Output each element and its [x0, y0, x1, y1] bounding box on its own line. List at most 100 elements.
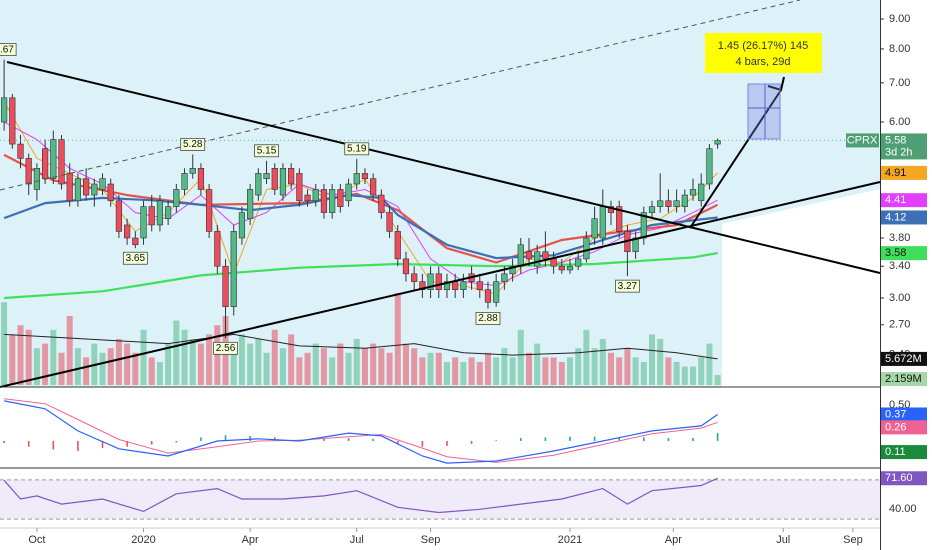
y-tick-label: 9.00	[889, 13, 910, 25]
volume-bar	[17, 325, 24, 385]
volume-bar	[312, 343, 319, 385]
candle-body	[50, 139, 57, 179]
volume-bar	[140, 329, 147, 385]
volume-bar	[394, 293, 401, 385]
candle-body	[312, 189, 319, 202]
volume-bar	[525, 352, 532, 385]
macd-histogram-bar	[77, 440, 79, 451]
macd-histogram-bar	[249, 435, 251, 441]
volume-bar	[632, 357, 639, 385]
macd-histogram-bar	[470, 440, 473, 444]
rsi-line	[3, 477, 718, 514]
volume-bar	[9, 334, 16, 385]
candle-body	[476, 281, 483, 290]
volume-bar	[132, 352, 139, 385]
volume-bar	[476, 362, 483, 385]
volume-average-tag-bg	[881, 351, 927, 366]
volume-bar	[42, 343, 49, 385]
volume-bar	[337, 343, 344, 385]
candle-body	[238, 212, 246, 239]
volume-tag: 2.159M	[885, 373, 922, 385]
volume-bar	[353, 339, 360, 385]
volume-bar	[681, 366, 688, 385]
candle-body	[378, 194, 385, 213]
volume-bar	[271, 329, 278, 385]
volume-bar	[517, 329, 524, 385]
ma-tag-bg	[881, 246, 927, 261]
volume-bar	[616, 357, 623, 385]
price-label-bg	[254, 144, 279, 158]
candle-body	[394, 231, 401, 260]
macd-histogram-bar	[446, 440, 448, 446]
volume-bar	[238, 334, 245, 385]
candle-body	[706, 148, 713, 185]
candle-body	[386, 212, 393, 232]
candle-body	[452, 281, 459, 290]
macd-histogram-bar	[593, 436, 596, 441]
price-label: 3.27	[618, 281, 638, 292]
volume-bar	[607, 352, 614, 385]
candle-body	[542, 251, 549, 260]
candle-body	[484, 289, 492, 303]
drawings: 1.45 (26.17%) 145 4 bars, 29d	[0, 0, 881, 388]
price-label: 3.65	[126, 253, 146, 264]
candle-body	[460, 281, 467, 290]
candle-body	[329, 189, 336, 213]
range-fill	[0, 0, 880, 387]
volume-bar	[370, 343, 377, 385]
volume-bar	[665, 357, 672, 385]
candle-body	[197, 167, 205, 190]
macd-histogram-bar	[544, 437, 547, 441]
moving-average	[3, 193, 718, 260]
volume-bar	[386, 352, 393, 385]
macd-line	[3, 400, 718, 464]
volume-bar	[197, 343, 204, 385]
y-tick-label: 3.00	[889, 292, 910, 304]
x-tick-label: 2021	[558, 534, 582, 546]
candle-body	[255, 173, 262, 196]
macd-histogram-bar	[421, 440, 424, 447]
volume-bar	[411, 348, 418, 385]
histogram-tag: 0.11	[885, 446, 906, 458]
candle-body	[173, 189, 180, 207]
volume-bar	[33, 348, 40, 385]
candle-body	[132, 237, 139, 246]
rsi-tick-label: 40.00	[889, 503, 917, 515]
macd-histogram-bar	[224, 435, 227, 441]
y-tick-label: 7.00	[889, 77, 910, 89]
candle-body	[419, 281, 426, 290]
y-tick-label: 3.40	[889, 260, 910, 272]
volume-bar	[443, 362, 450, 385]
candle-body	[616, 206, 623, 232]
volume-bar	[255, 339, 262, 385]
candle-body	[83, 178, 90, 196]
candle-body	[599, 206, 606, 239]
volume-bar	[288, 334, 295, 385]
candle-body	[189, 167, 196, 174]
volume-bar	[599, 339, 606, 385]
volume-bar	[230, 348, 237, 385]
x-tick-label: Sep	[421, 534, 441, 546]
volume-bar	[247, 343, 254, 385]
ma-tag-bg	[881, 165, 927, 180]
volume-bar	[673, 362, 680, 385]
last-price-bg	[881, 133, 927, 160]
volume-bar	[484, 352, 491, 385]
candle-body	[263, 173, 270, 179]
candle-body	[714, 140, 721, 145]
volume-bar	[58, 352, 65, 385]
macd-histogram-bar	[3, 440, 5, 444]
volume-bar	[402, 343, 409, 385]
candle-body	[165, 206, 172, 219]
volume-bar	[156, 362, 163, 385]
arrow-line	[689, 89, 782, 229]
price-label-bg	[344, 142, 370, 156]
volume-bar	[107, 348, 114, 385]
marks	[0, 59, 880, 520]
volume-bar	[452, 357, 459, 385]
candle-body	[583, 237, 590, 260]
candle-body	[673, 200, 680, 207]
candle-body	[501, 273, 508, 282]
macd-tag-bg	[881, 407, 927, 422]
candle-body	[148, 206, 155, 226]
